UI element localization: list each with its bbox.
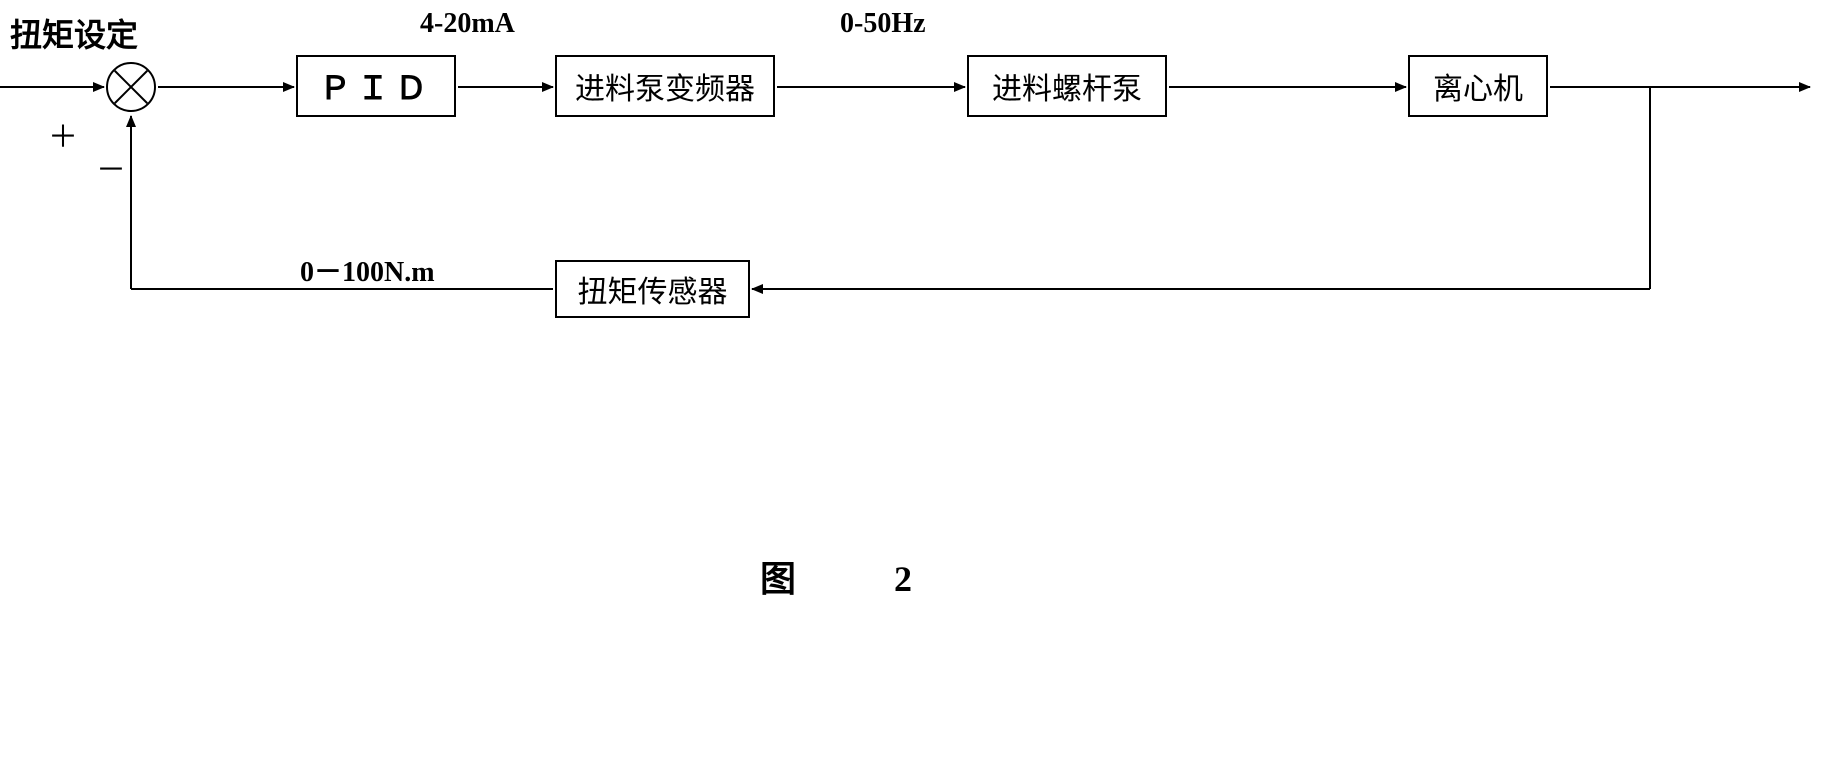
setpoint-label: 扭矩设定 [10,10,138,56]
torque-sensor-block: 扭矩传感器 [555,260,750,318]
caption-prefix: 图 [760,559,796,599]
pump-block: 进料螺杆泵 [967,55,1167,117]
vfd-label: 进料泵变频器 [575,64,755,108]
pump-label: 进料螺杆泵 [992,64,1142,108]
summing-junction [106,62,156,112]
pid-label: ＰＩＤ [319,63,433,109]
caption-number: 2 [894,559,912,599]
feedback-label: 0－100N.m [300,250,435,290]
vfd-output-label: 0-50Hz [840,8,926,40]
minus-sign: － [96,145,126,189]
vfd-block: 进料泵变频器 [555,55,775,117]
pid-block: ＰＩＤ [296,55,456,117]
pid-output-label: 4-20mA [420,8,515,40]
centrifuge-label: 离心机 [1433,64,1523,108]
centrifuge-block: 离心机 [1408,55,1548,117]
torque-sensor-label: 扭矩传感器 [578,267,728,311]
plus-sign: ＋ [48,112,78,156]
figure-caption: 图 2 [760,550,912,602]
